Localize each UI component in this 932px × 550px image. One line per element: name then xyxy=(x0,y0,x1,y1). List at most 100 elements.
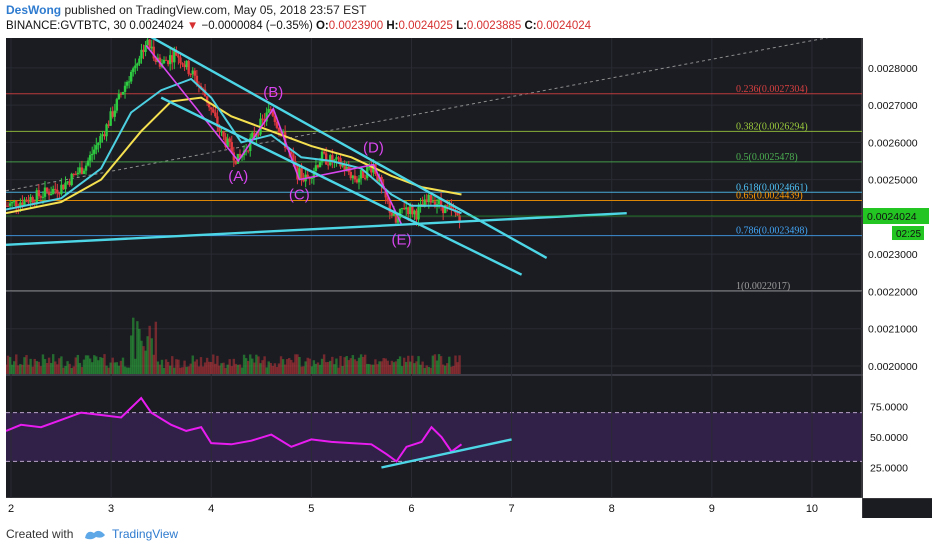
volume-bar xyxy=(103,354,106,374)
candle-body xyxy=(148,39,151,49)
candle-body xyxy=(49,193,53,196)
author-name[interactable]: DesWong xyxy=(6,3,62,17)
candle-body xyxy=(70,173,73,186)
volume-bar xyxy=(386,360,389,374)
volume-bar xyxy=(68,363,71,374)
candle-body xyxy=(441,206,445,214)
volume-bar xyxy=(382,358,385,374)
volume-bar xyxy=(372,364,375,374)
volume-bar xyxy=(158,364,162,374)
candle-body xyxy=(370,166,373,173)
volume-bar xyxy=(290,359,293,374)
candle-body xyxy=(312,170,316,178)
candle-body xyxy=(322,151,326,154)
volume-bar xyxy=(300,366,303,374)
candle-body xyxy=(6,205,8,207)
candle-body xyxy=(56,189,59,194)
volume-bar xyxy=(52,354,55,374)
volume-bar xyxy=(257,356,260,374)
price-axis-background xyxy=(863,38,932,498)
fib-level-label: 0.5(0.0025478) xyxy=(736,152,798,163)
candle-body xyxy=(179,57,182,64)
candle-body xyxy=(27,201,30,203)
volume-bar xyxy=(351,355,355,374)
candle-body xyxy=(316,165,320,168)
volume-bar xyxy=(433,354,437,374)
volume-bar xyxy=(361,356,365,374)
volume-bar xyxy=(134,358,137,374)
candle-body xyxy=(444,205,447,214)
candle-body xyxy=(425,199,428,202)
candle-body xyxy=(113,110,116,117)
volume-bar xyxy=(117,365,121,374)
candle-body xyxy=(337,157,340,159)
price-chart[interactable]: 0.236(0.0027304) 0.382(0.0026294) 0.5(0.00… xyxy=(6,38,932,518)
candle-body xyxy=(101,134,104,137)
volume-bar xyxy=(205,357,209,374)
candle-body xyxy=(95,145,98,150)
candle-body xyxy=(355,179,359,183)
price-axis-label: 0.0022000 xyxy=(868,286,918,298)
candle-body xyxy=(409,205,412,215)
volume-bar xyxy=(435,360,439,374)
volume-bar xyxy=(353,359,357,374)
volume-bar xyxy=(269,362,272,374)
fib-level-label: 0.236(0.0027304) xyxy=(736,84,808,95)
volume-bar xyxy=(292,362,295,374)
volume-bar xyxy=(84,355,88,374)
volume-bar xyxy=(218,365,221,374)
volume-bar xyxy=(175,359,178,374)
candle-body xyxy=(396,218,400,223)
candle-body xyxy=(405,207,408,210)
candle-body xyxy=(302,178,305,182)
candle-body xyxy=(320,151,324,163)
volume-bar xyxy=(320,358,324,374)
price-axis-label: 0.0020000 xyxy=(868,361,918,373)
volume-bar xyxy=(62,367,65,374)
volume-bar xyxy=(335,358,338,374)
volume-bar xyxy=(156,361,160,374)
trendline xyxy=(6,211,627,247)
fib-level-label: 0.786(0.0023498) xyxy=(736,226,808,237)
candle-body xyxy=(60,184,63,194)
volume-bar xyxy=(193,361,197,374)
volume-bar xyxy=(25,355,28,374)
candle-body xyxy=(43,187,47,197)
volume-bar xyxy=(281,359,285,374)
volume-bar xyxy=(347,360,350,374)
candle-body xyxy=(456,212,459,216)
time-axis-label: 9 xyxy=(709,503,715,515)
volume-bar xyxy=(171,356,174,374)
volume-bar xyxy=(220,363,223,374)
candle-body xyxy=(109,111,112,126)
volume-bar xyxy=(327,361,330,374)
volume-bar xyxy=(306,357,309,374)
volume-bar xyxy=(125,367,129,374)
close-label: C: xyxy=(524,20,537,32)
candle-body xyxy=(125,82,129,86)
volume-bar xyxy=(64,365,67,374)
volume-bar xyxy=(337,367,340,374)
volume-bar xyxy=(308,358,311,374)
rsi-axis-label: 25.0000 xyxy=(870,463,908,475)
volume-bar xyxy=(207,361,211,374)
candle-body xyxy=(376,174,379,182)
candle-body xyxy=(66,181,69,183)
candle-body xyxy=(127,81,131,83)
volume-bar xyxy=(283,364,287,374)
volume-bar xyxy=(427,367,430,374)
candle-body xyxy=(234,160,238,164)
volume-bar xyxy=(349,358,353,374)
candle-body xyxy=(324,153,328,165)
wave-label: (A) xyxy=(228,168,248,185)
pane-divider xyxy=(6,374,932,376)
volume-bar xyxy=(273,363,277,374)
volume-bar xyxy=(448,356,451,374)
tradingview-brand[interactable]: TradingView xyxy=(112,527,179,541)
candle-body xyxy=(402,208,406,210)
candle-body xyxy=(439,199,443,207)
candle-body xyxy=(99,136,102,143)
rsi-trendline xyxy=(381,438,512,469)
publish-info: published on TradingView.com, May 05, 20… xyxy=(64,3,367,17)
candle-body xyxy=(361,169,365,178)
